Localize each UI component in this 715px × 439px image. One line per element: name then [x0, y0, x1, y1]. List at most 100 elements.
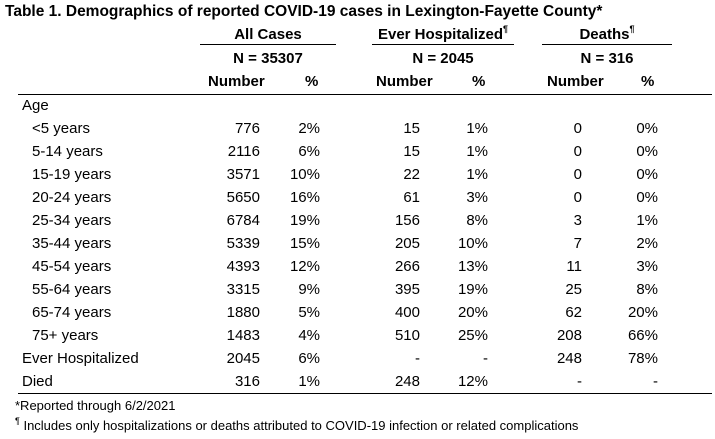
cell-deaths-percent: 0% [636, 120, 658, 137]
subheader-number: Number [208, 73, 265, 90]
section-label: Age [22, 97, 49, 114]
group-label: Deaths [579, 26, 630, 43]
table-row: <5 years 776 2% 15 1% 0 0% [0, 117, 715, 140]
cell-deaths-number: - [577, 373, 582, 390]
group-header-ever-hospitalized: Ever Hospitalized¶ [372, 24, 514, 45]
cell-all-cases-number: 316 [234, 373, 260, 390]
row-label: 45-54 years [32, 258, 112, 275]
cell-deaths-number: 11 [566, 258, 582, 275]
cell-hospitalized-percent: 1% [466, 166, 488, 183]
row-label: <5 years [32, 120, 90, 137]
group-header-deaths: Deaths¶ [542, 24, 672, 45]
n-ever-hospitalized: N = 2045 [412, 50, 474, 67]
table-title: Table 1. Demographics of reported COVID-… [5, 3, 603, 20]
cell-all-cases-number: 4393 [226, 258, 260, 275]
row-label: 20-24 years [32, 189, 112, 206]
cell-hospitalized-number: 15 [403, 143, 420, 160]
cell-all-cases-percent: 6% [298, 350, 320, 367]
cell-all-cases-percent: 2% [298, 120, 320, 137]
cell-all-cases-percent: 12% [289, 258, 320, 275]
cell-all-cases-percent: 15% [289, 235, 320, 252]
pilcrow-mark: ¶ [629, 24, 635, 34]
cell-hospitalized-percent: 12% [457, 373, 488, 390]
table-row: 45-54 years 4393 12% 266 13% 11 3% [0, 255, 715, 278]
cell-deaths-number: 0 [573, 166, 582, 183]
row-label: 5-14 years [32, 143, 103, 160]
cell-hospitalized-number: 61 [403, 189, 420, 206]
n-deaths: N = 316 [580, 50, 634, 67]
cell-all-cases-number: 3315 [226, 281, 260, 298]
cell-deaths-number: 208 [556, 327, 582, 344]
footer-divider [18, 393, 712, 394]
cell-deaths-percent: 0% [636, 143, 658, 160]
footnote-text: Includes only hospitalizations or deaths… [19, 418, 579, 433]
cell-hospitalized-number: 395 [394, 281, 420, 298]
cell-hospitalized-number: - [415, 350, 420, 367]
row-label: Ever Hospitalized [22, 350, 139, 367]
cell-deaths-number: 248 [556, 350, 582, 367]
cell-all-cases-percent: 6% [298, 143, 320, 160]
subheader-percent: % [472, 73, 486, 90]
section-row-age: Age [0, 94, 715, 117]
cell-deaths-percent: - [653, 373, 658, 390]
cell-deaths-percent: 0% [636, 166, 658, 183]
cell-hospitalized-number: 400 [394, 304, 420, 321]
cell-all-cases-percent: 16% [289, 189, 320, 206]
cell-all-cases-number: 2045 [226, 350, 260, 367]
cell-hospitalized-number: 266 [394, 258, 420, 275]
footnote-includes: ¶ Includes only hospitalizations or deat… [15, 416, 579, 434]
cell-hospitalized-percent: 20% [457, 304, 488, 321]
subheader-percent: % [641, 73, 655, 90]
cell-all-cases-percent: 4% [298, 327, 320, 344]
cell-deaths-percent: 3% [636, 258, 658, 275]
cell-hospitalized-number: 510 [394, 327, 420, 344]
cell-hospitalized-percent: - [483, 350, 488, 367]
cell-deaths-percent: 20% [627, 304, 658, 321]
cell-deaths-percent: 78% [627, 350, 658, 367]
cell-deaths-percent: 1% [636, 212, 658, 229]
cell-hospitalized-percent: 1% [466, 143, 488, 160]
pilcrow-mark: ¶ [503, 24, 509, 34]
cell-all-cases-number: 5339 [226, 235, 260, 252]
table-row: 55-64 years 3315 9% 395 19% 25 8% [0, 278, 715, 301]
cell-hospitalized-percent: 13% [457, 258, 488, 275]
cell-all-cases-percent: 10% [289, 166, 320, 183]
cell-deaths-number: 0 [573, 120, 582, 137]
table-row: 20-24 years 5650 16% 61 3% 0 0% [0, 186, 715, 209]
row-label: 35-44 years [32, 235, 112, 252]
row-label: Died [22, 373, 53, 390]
row-label: 65-74 years [32, 304, 112, 321]
n-all-cases: N = 35307 [233, 50, 303, 67]
row-label: 15-19 years [32, 166, 112, 183]
table-row: 5-14 years 2116 6% 15 1% 0 0% [0, 140, 715, 163]
group-label: All Cases [234, 26, 302, 43]
table-row: 65-74 years 1880 5% 400 20% 62 20% [0, 301, 715, 324]
table-row: Ever Hospitalized 2045 6% - - 248 78% [0, 347, 715, 370]
cell-all-cases-number: 5650 [226, 189, 260, 206]
cell-deaths-percent: 2% [636, 235, 658, 252]
cell-hospitalized-number: 248 [394, 373, 420, 390]
table-row: 15-19 years 3571 10% 22 1% 0 0% [0, 163, 715, 186]
cell-all-cases-percent: 1% [298, 373, 320, 390]
cell-hospitalized-number: 15 [403, 120, 420, 137]
cell-all-cases-number: 3571 [226, 166, 260, 183]
cell-deaths-number: 62 [565, 304, 582, 321]
cell-hospitalized-percent: 19% [457, 281, 488, 298]
cell-hospitalized-percent: 10% [457, 235, 488, 252]
subheader-number: Number [376, 73, 433, 90]
row-label: 55-64 years [32, 281, 112, 298]
row-label: 75+ years [32, 327, 99, 344]
group-label: Ever Hospitalized [377, 26, 504, 43]
cell-deaths-number: 0 [573, 189, 582, 206]
pilcrow-mark: ¶ [15, 416, 20, 426]
subheader-percent: % [305, 73, 319, 90]
cell-all-cases-number: 2116 [227, 143, 260, 160]
table-row: 35-44 years 5339 15% 205 10% 7 2% [0, 232, 715, 255]
cell-hospitalized-percent: 25% [457, 327, 488, 344]
table-row: 75+ years 1483 4% 510 25% 208 66% [0, 324, 715, 347]
cell-hospitalized-number: 205 [394, 235, 420, 252]
cell-hospitalized-number: 156 [394, 212, 420, 229]
cell-all-cases-percent: 5% [298, 304, 320, 321]
cell-all-cases-number: 1483 [226, 327, 260, 344]
row-label: 25-34 years [32, 212, 112, 229]
